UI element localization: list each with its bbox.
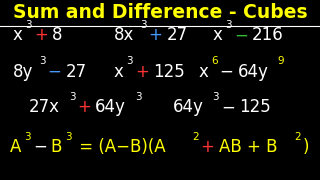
Text: 27x: 27x [29, 98, 60, 116]
Text: Sum and Difference - Cubes: Sum and Difference - Cubes [13, 3, 307, 22]
Text: 64y: 64y [95, 98, 126, 116]
Text: x: x [213, 26, 223, 44]
Text: 2: 2 [192, 132, 199, 141]
Text: B: B [51, 138, 62, 156]
Text: 27: 27 [166, 26, 188, 44]
Text: 8: 8 [52, 26, 62, 44]
Text: ): ) [303, 138, 309, 156]
Text: +: + [201, 138, 215, 156]
Text: +: + [77, 98, 91, 116]
Text: 64y: 64y [237, 62, 268, 80]
Text: 3: 3 [135, 92, 142, 102]
Text: 216: 216 [252, 26, 284, 44]
Text: 3: 3 [140, 20, 147, 30]
Text: 3: 3 [39, 56, 46, 66]
Text: x: x [198, 62, 208, 80]
Text: 3: 3 [126, 56, 133, 66]
Text: +: + [135, 62, 149, 80]
Text: 3: 3 [226, 20, 232, 30]
Text: 6: 6 [211, 56, 218, 66]
Text: −: − [33, 138, 47, 156]
Text: +: + [34, 26, 48, 44]
Text: A: A [10, 138, 21, 156]
Text: 125: 125 [153, 62, 185, 80]
Text: −: − [221, 98, 235, 116]
Text: 3: 3 [212, 92, 219, 102]
Text: 8x: 8x [114, 26, 134, 44]
Text: −: − [234, 26, 248, 44]
Text: x: x [13, 26, 23, 44]
Text: 3: 3 [24, 132, 31, 141]
Text: 9: 9 [277, 56, 284, 66]
Text: −: − [220, 62, 234, 80]
Text: 3: 3 [26, 20, 32, 30]
Text: −: − [48, 62, 61, 80]
Text: = (A−B)(A: = (A−B)(A [74, 138, 165, 156]
Text: AB + B: AB + B [219, 138, 277, 156]
Text: 27: 27 [66, 62, 87, 80]
Text: 8y: 8y [13, 62, 33, 80]
Text: +: + [148, 26, 162, 44]
Text: 3: 3 [65, 132, 72, 141]
Text: 2: 2 [294, 132, 301, 141]
Text: x: x [114, 62, 124, 80]
Text: 125: 125 [239, 98, 271, 116]
Text: 3: 3 [69, 92, 76, 102]
Text: 64y: 64y [173, 98, 204, 116]
